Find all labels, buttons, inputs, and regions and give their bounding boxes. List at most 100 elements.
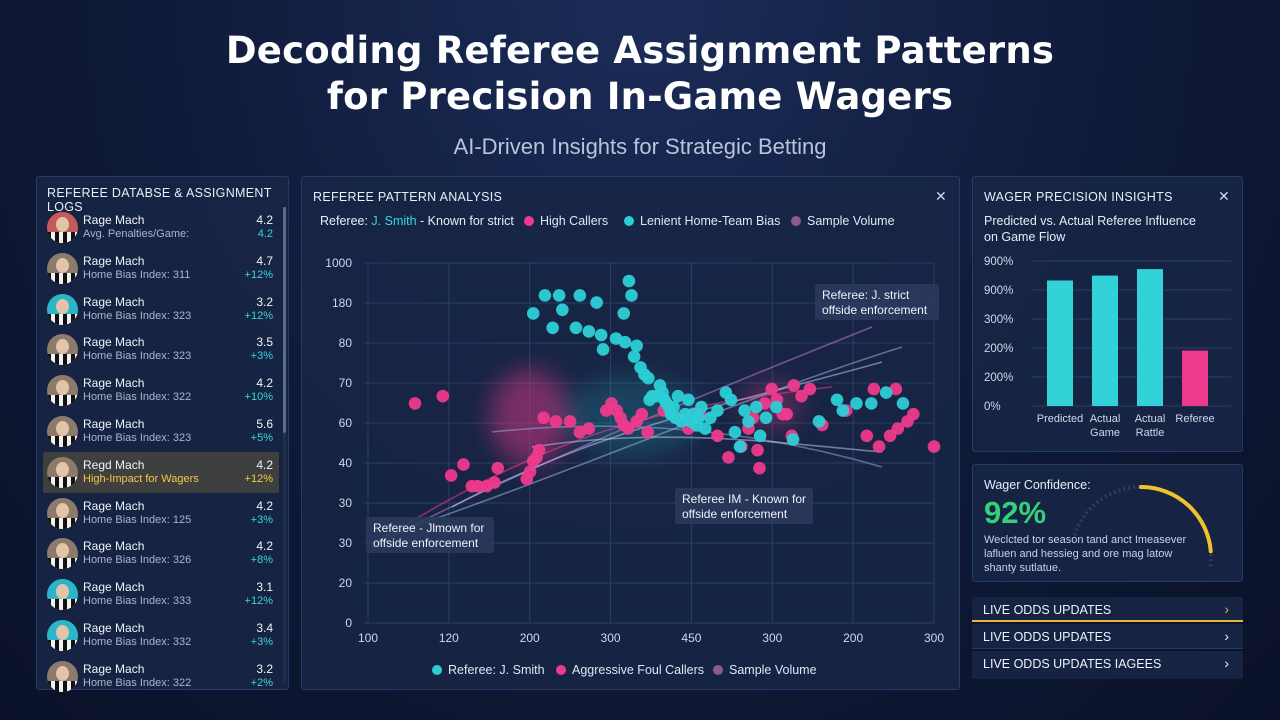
avatar-jersey [47,599,78,611]
referee-delta: +8% [250,554,273,567]
y-tick-label: 30 [339,496,353,510]
referee-name[interactable]: J. Smith [371,214,417,228]
referee-row[interactable]: Rage Mach Home Bias Index: 125 4.2 +3% [43,493,279,534]
high-caller-point [889,382,903,396]
referee-score: 5.6 [256,416,273,431]
x-tick-label: 200 [520,631,540,645]
referee-name: Rage Mach [83,253,145,268]
lenient-bias-point [865,397,878,410]
lenient-bias-point [769,400,783,414]
referee-row[interactable]: Rage Mach Home Bias Index: 326 4.2 +8% [43,533,279,574]
avatar [47,212,78,243]
close-icon[interactable]: ✕ [935,188,947,204]
high-caller-point [891,422,905,435]
referee-row[interactable]: Rage Mach Home Bias Index: 311 4.7 +12% [43,248,279,289]
avatar-face [56,298,69,314]
referee-row[interactable]: Rage Mach Home Bias Index: 322 3.2 +2% [43,656,279,697]
avatar-jersey [47,232,78,243]
y-tick-label: 40 [339,456,353,470]
legend-bottom-2[interactable]: Aggressive Foul Callers [556,663,704,677]
avatar [47,497,78,529]
referee-score: 4.2 [256,539,273,554]
lenient-bias-point [642,371,655,385]
avatar-jersey [47,435,78,447]
referee-row[interactable]: Rage Mach Home Bias Index: 333 3.1 +12% [43,574,279,615]
high-caller-point [457,458,470,471]
referee-delta: +12% [244,595,273,608]
referee-stat: Home Bias Index: 333 [83,595,192,608]
high-caller-point [927,440,941,453]
legend-label: Lenient Home-Team Bias [640,214,781,228]
annotation-line-2: offside enforcement [682,507,788,521]
high-caller-point [780,407,793,421]
live-odds-row-1[interactable]: LIVE ODDS UPDATES › [972,597,1243,622]
high-caller-point [872,440,886,453]
trend-line [451,361,883,508]
legend-top-3[interactable]: Sample Volume [791,214,895,228]
y-tick-label: 200% [984,372,1013,384]
referee-stat: Home Bias Index: 125 [83,513,192,526]
hero-header: Decoding Referee Assignment Patterns for… [0,28,1280,160]
referee-delta: +12% [244,472,273,485]
gauge-fill [1139,485,1213,554]
legend-bottom-3[interactable]: Sample Volume [713,663,817,677]
legend-bottom-1[interactable]: Referee: J. Smith [432,663,545,677]
lenient-bias-point [749,400,763,414]
referee-row[interactable]: Rage Mach Home Bias Index: 323 5.6 +5% [43,411,279,452]
live-odds-row-2[interactable]: LIVE ODDS UPDATES › [972,624,1243,649]
bar-chart: 900% 900% 300% 200% 200% 0% Predicted Actual Gam… [984,256,1231,439]
trend-line [401,386,833,528]
avatar [47,538,78,570]
referee-row[interactable]: Rage Mach Home Bias Index: 323 3.2 +12% [43,289,279,330]
avatar-face [56,502,69,518]
referee-delta: +10% [244,391,273,404]
legend-label: Sample Volume [729,663,817,677]
confidence-gauge [1072,485,1213,569]
confidence-description: Weclcted tor season tand anct Imeasever … [984,534,1187,574]
lenient-bias-point [573,289,587,302]
legend-top-2[interactable]: Lenient Home-Team Bias [624,214,780,228]
referee-list: Rage Mach Avg. Penalties/Game: 4.2 4.2 Rage … [43,207,279,697]
avatar-face [56,665,69,681]
high-caller-point [523,465,537,479]
high-caller-point [532,443,546,457]
x-tick-label: 100 [358,631,378,645]
referee-row[interactable]: Regd Mach High-Impact for Wagers 4.2 +12% [43,451,279,493]
lenient-bias-point [569,321,583,335]
lenient-bias-point [711,404,724,417]
avatar-face [56,257,69,273]
lenient-bias-point [742,415,755,428]
referee-stat: Home Bias Index: 323 [83,350,192,363]
insights-subtitle: Predicted vs. Actual Referee Influence o… [984,214,1196,244]
referee-row[interactable]: Rage Mach Home Bias Index: 323 3.5 +3% [43,329,279,370]
referee-score: 4.2 [256,376,273,391]
referee-row[interactable]: Rage Mach Home Bias Index: 332 3.4 +3% [43,615,279,656]
lenient-bias-point [759,411,773,425]
referee-score: 4.2 [256,457,273,472]
y-tick-label: 80 [339,336,353,350]
y-tick-label: 900% [984,285,1013,297]
page-title: Decoding Referee Assignment Patterns for… [0,28,1280,120]
legend-dot [624,216,634,226]
avatar-jersey [47,639,78,651]
referee-score: 3.2 [256,294,273,309]
live-odds-row-3[interactable]: LIVE ODDS UPDATES IAGEES › [972,651,1243,679]
avatar-jersey [47,680,78,692]
referee-row[interactable]: Rage Mach Home Bias Index: 322 4.2 +10% [43,370,279,411]
legend-top-1[interactable]: High Callers [524,214,608,228]
referee-stat: Home Bias Index: 322 [83,676,192,689]
referee-row[interactable]: Rage Mach Avg. Penalties/Game: 4.2 4.2 [43,207,279,248]
referee-list-scrollbar[interactable] [283,207,286,683]
close-icon[interactable]: ✕ [1218,188,1230,204]
x-tick-label: 300 [601,631,621,645]
scrollbar-thumb[interactable] [283,207,286,433]
trend-line [381,346,903,538]
referee-suffix: - Known for strict [416,214,514,228]
referee-stat: Home Bias Index: 322 [83,391,192,404]
lenient-bias-point [618,335,632,349]
avatar [47,619,78,651]
bar [1092,275,1118,406]
referee-prefix: Referee: [320,214,372,228]
